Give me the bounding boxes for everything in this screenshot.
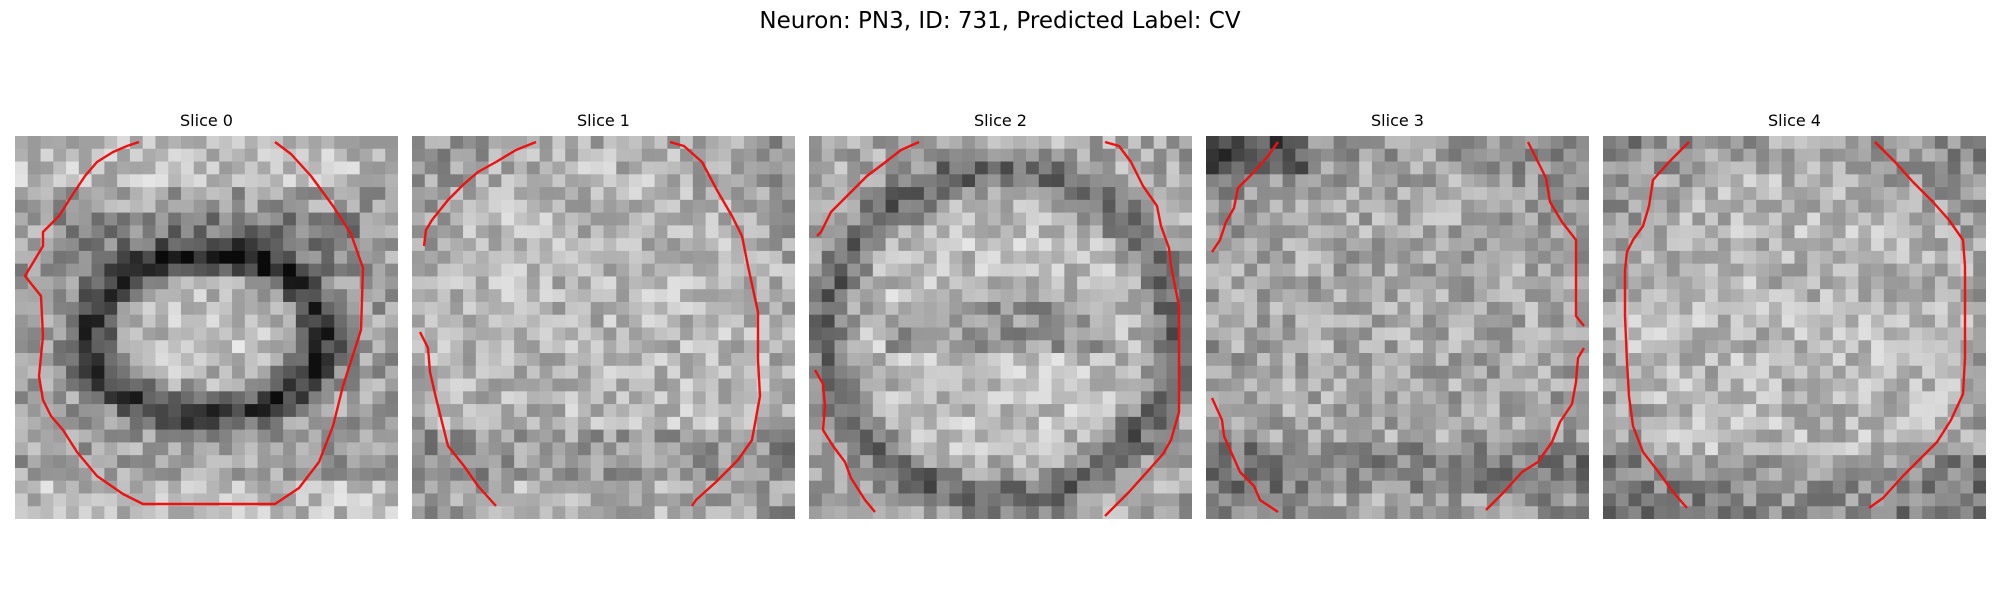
microscopy-slice-1 <box>412 136 795 519</box>
slice-panel-3: Slice 3 <box>1206 110 1589 519</box>
slice-panel-2: Slice 2 <box>809 110 1192 519</box>
pixel-grid <box>1206 136 1589 519</box>
cell-contour-upper-left <box>1211 141 1279 253</box>
figure-title: Neuron: PN3, ID: 731, Predicted Label: C… <box>759 8 1241 34</box>
cell-contour-lower-right <box>1485 347 1586 511</box>
microscopy-slice-3 <box>1206 136 1589 519</box>
pixel-grid <box>15 136 398 519</box>
slice-panel-4: Slice 4 <box>1603 110 1986 519</box>
cell-contour-lower-left <box>1210 397 1279 513</box>
cell-contour-left <box>1623 141 1690 509</box>
slice-title: Slice 0 <box>180 111 233 130</box>
cell-contour-upper-right <box>1526 141 1585 327</box>
pixel-grid <box>809 136 1192 519</box>
cell-contour-lower-left <box>418 331 497 507</box>
microscopy-slice-0 <box>15 136 398 519</box>
slice-panel-1: Slice 1 <box>412 110 795 519</box>
cell-contour <box>23 140 365 506</box>
cell-contour-lower-left <box>813 369 876 513</box>
microscopy-slice-4 <box>1603 136 1986 519</box>
slice-title: Slice 2 <box>974 111 1027 130</box>
slice-panel-0: Slice 0 <box>15 110 398 519</box>
microscopy-slice-2 <box>809 136 1192 519</box>
slice-image <box>15 136 398 519</box>
pixel-grid <box>1603 136 1986 519</box>
cell-contour-right <box>1104 140 1181 517</box>
cell-contour-upper-left <box>422 140 537 247</box>
slice-title: Slice 1 <box>577 111 630 130</box>
slice-image <box>1206 136 1589 519</box>
slice-title: Slice 3 <box>1371 111 1424 130</box>
slice-image <box>412 136 795 519</box>
cell-contour-right <box>669 140 762 507</box>
slice-title: Slice 4 <box>1768 111 1821 130</box>
cell-contour-upper-left <box>816 140 920 237</box>
slice-image <box>809 136 1192 519</box>
cell-contour-right <box>1868 141 1967 509</box>
slice-image <box>1603 136 1986 519</box>
